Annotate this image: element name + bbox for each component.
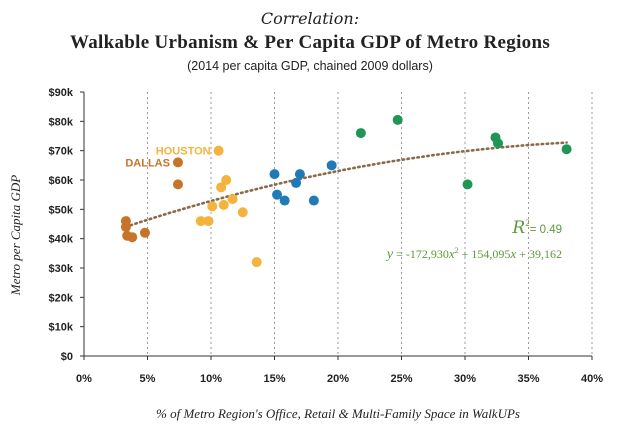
y-tick-label: $90k: [49, 87, 74, 99]
data-points: [120, 114, 572, 268]
data-point: [172, 157, 183, 168]
data-point: [561, 144, 572, 155]
point-label: HOUSTON: [156, 146, 211, 158]
y-tick-label: $0: [61, 351, 73, 363]
data-point: [326, 160, 337, 171]
y-axis-title: Metro per Capita GDP: [8, 175, 23, 297]
y-tick-label: $70k: [49, 146, 74, 158]
data-point: [172, 179, 183, 190]
data-point: [294, 169, 305, 180]
eq-coef-b: + 154,095: [459, 247, 511, 261]
data-point: [308, 195, 319, 206]
eq-x2: x: [509, 246, 516, 261]
y-tick-label: $10k: [49, 322, 74, 334]
y-tick-label: $20k: [49, 292, 74, 304]
data-point: [355, 128, 366, 139]
data-point: [221, 175, 232, 185]
y-tick-label: $60k: [49, 175, 74, 187]
eq-x1: x: [448, 246, 455, 261]
data-point: [269, 169, 280, 180]
point-label: DALLAS: [125, 157, 170, 169]
y-tick-label: $80k: [49, 116, 74, 128]
eq-y: y: [385, 247, 394, 262]
data-point: [203, 216, 214, 227]
axes: [80, 91, 593, 360]
eq-sup: 2: [455, 246, 459, 255]
eq-coef-c: + 39,162: [516, 247, 562, 261]
chart-title-line2: Walkable Urbanism & Per Capita GDP of Me…: [70, 32, 550, 53]
data-point: [237, 207, 248, 218]
data-point: [279, 195, 290, 206]
data-point: [227, 194, 238, 205]
data-point: [251, 257, 262, 268]
data-point: [195, 216, 206, 227]
x-tick-label: 25%: [390, 373, 412, 385]
data-point: [139, 227, 150, 238]
eq-coef-a: = -172,930: [393, 247, 449, 261]
trend-equation: y = -172,930x2 + 154,095x + 39,162: [385, 246, 562, 262]
data-point: [120, 221, 131, 232]
data-point: [493, 138, 504, 149]
chart-subtitle: (2014 per capita GDP, chained 2009 dolla…: [187, 59, 433, 73]
trendline: [124, 141, 568, 229]
r2-sup: 2: [525, 218, 530, 228]
x-tick-label: 30%: [454, 373, 476, 385]
y-tick-label: $50k: [49, 204, 74, 216]
data-point: [291, 177, 302, 188]
x-tick-label: 15%: [263, 373, 285, 385]
x-tick-label: 20%: [327, 373, 349, 385]
data-point: [127, 232, 138, 243]
data-point: [392, 114, 403, 125]
x-tick-label: 35%: [517, 373, 539, 385]
x-tick-labels: 0% 5% 10% 15% 20% 25% 30% 35% 40%: [76, 373, 603, 385]
data-point: [216, 182, 227, 193]
x-tick-label: 0%: [76, 373, 92, 385]
r-squared-annotation: R2= 0.49: [511, 218, 562, 238]
y-tick-labels: $0 $10k $20k $30k $40k $50k $60k $70k $80k $90k: [49, 87, 74, 363]
data-point: [213, 145, 224, 156]
r2-value: = 0.49: [530, 224, 562, 236]
chart-title-line1: Correlation:: [261, 9, 359, 28]
x-tick-label: 40%: [581, 373, 603, 385]
x-tick-label: 10%: [200, 373, 222, 385]
x-axis-title: % of Metro Region's Office, Retail & Mul…: [156, 406, 520, 421]
y-tick-label: $30k: [49, 263, 74, 275]
y-tick-label: $40k: [49, 234, 74, 246]
r2-symbol: R: [511, 218, 525, 238]
data-point: [207, 201, 218, 212]
data-point: [218, 199, 229, 210]
data-point: [462, 179, 473, 190]
data-point: [272, 189, 283, 200]
x-tick-label: 5%: [140, 373, 156, 385]
